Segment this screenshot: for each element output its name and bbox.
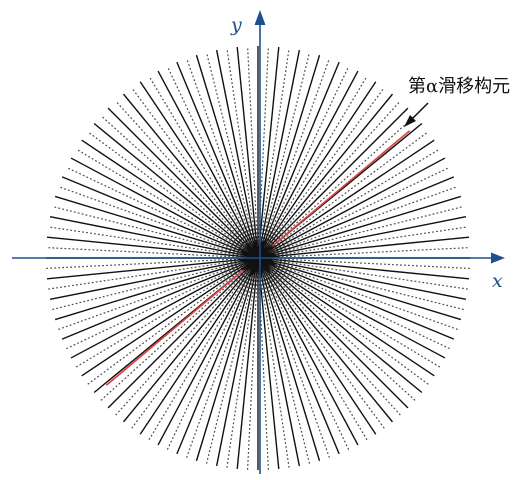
annotation-label: 第α滑移构元 <box>408 76 510 97</box>
dotted-slip-line <box>66 166 450 350</box>
x-axis-arrowhead <box>491 252 505 264</box>
y-axis-arrowhead <box>254 10 266 25</box>
y-axis-label: y <box>230 14 242 36</box>
dotted-slip-line <box>166 66 350 450</box>
dotted-slip-line <box>66 166 450 350</box>
x-axis-label: x <box>492 270 503 292</box>
annotation-arrowhead <box>404 115 416 127</box>
dotted-slip-line <box>166 66 350 450</box>
